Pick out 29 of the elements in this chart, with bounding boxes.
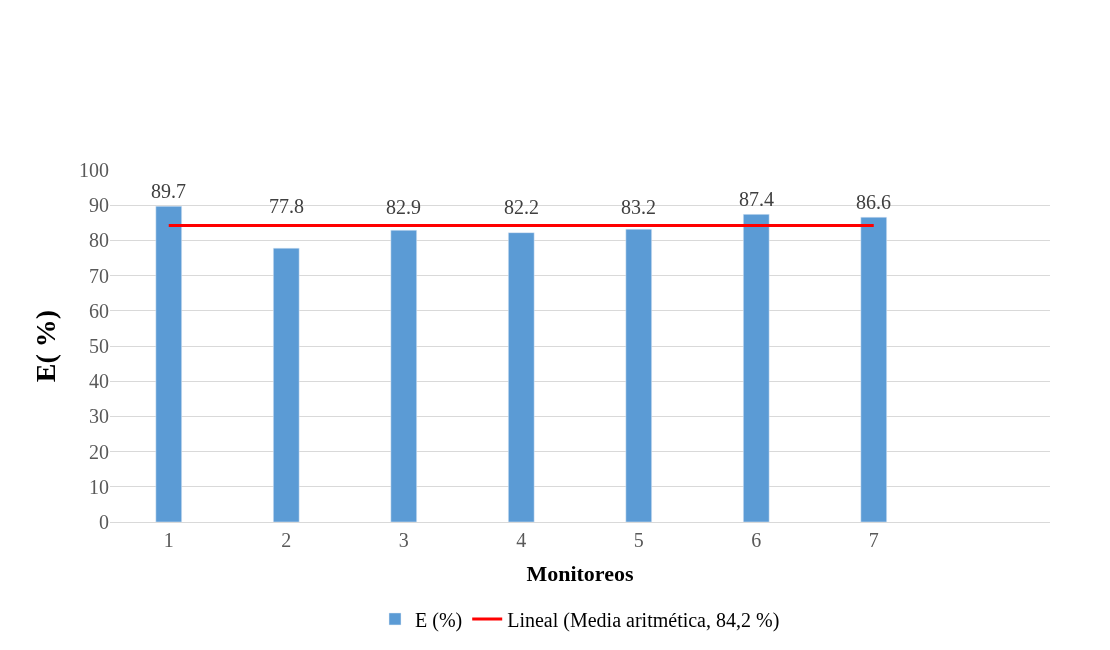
legend-label: Lineal (Media aritmética, 84,2 %): [507, 608, 780, 632]
x-tick-label: 7: [868, 529, 879, 551]
y-tick-label: 0: [99, 511, 109, 533]
y-tick-label: 80: [89, 229, 109, 252]
y-tick-label: 10: [89, 475, 109, 498]
x-axis-title: Monitoreos: [526, 560, 634, 586]
y-tick-label: 70: [89, 264, 109, 287]
y-tick-label: 30: [89, 405, 109, 428]
data-label: 87.4: [739, 188, 774, 210]
x-tick-label: 2: [281, 529, 292, 551]
data-label: 82.9: [386, 196, 421, 218]
data-label: 83.2: [621, 196, 656, 218]
y-tick-label: 100: [79, 159, 109, 181]
data-label: 82.2: [504, 196, 539, 218]
data-label: 86.6: [856, 191, 891, 213]
y-tick-label: 20: [89, 440, 109, 463]
data-label: 77.8: [269, 195, 304, 217]
y-axis-title: E( %): [29, 309, 61, 383]
y-tick-label: 90: [89, 194, 109, 217]
x-tick-label: 4: [516, 529, 527, 551]
y-tick-label: 40: [89, 370, 109, 393]
data-label: 89.7: [151, 180, 186, 202]
x-tick-label: 5: [633, 529, 644, 551]
y-tick-label: 50: [89, 335, 109, 357]
legend-label: E (%): [415, 608, 463, 632]
x-tick-label: 6: [751, 529, 762, 551]
x-tick-label: 1: [163, 529, 174, 551]
y-tick-label: 60: [89, 299, 109, 322]
x-tick-label: 3: [398, 529, 409, 551]
